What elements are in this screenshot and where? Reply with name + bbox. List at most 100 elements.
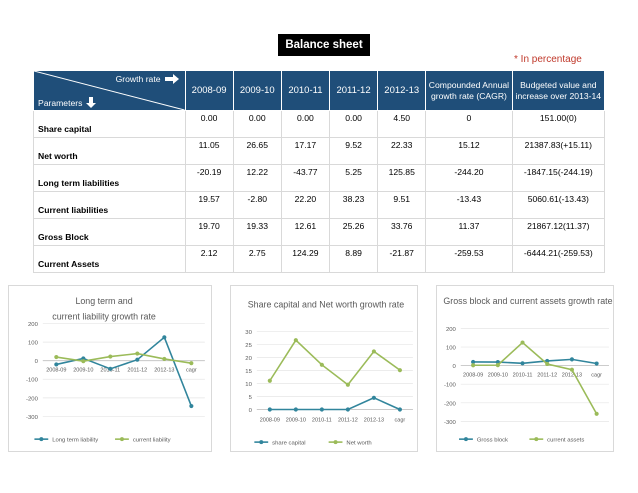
y-tick-label: 30 — [245, 330, 252, 336]
table-cell: 19.70 — [184, 218, 234, 246]
table-cell: -43.77 — [280, 164, 330, 192]
series-line — [269, 338, 401, 386]
y-tick-label: -100 — [444, 383, 457, 389]
y-tick-label: 200 — [28, 322, 39, 328]
legend-item: share capital — [254, 440, 306, 446]
table-cell: -2.80 — [232, 191, 282, 219]
data-point — [162, 335, 167, 340]
series-line — [56, 336, 193, 407]
y-tick-label: 10 — [245, 382, 252, 388]
data-point — [108, 354, 113, 359]
legend-swatch-marker — [463, 437, 468, 442]
table-cell: -21.87 — [377, 245, 427, 273]
y-tick-label: 5 — [249, 395, 253, 401]
header-2012-13: 2012-13 — [377, 70, 427, 111]
y-tick-label: 0 — [453, 364, 457, 370]
y-tick-label: 200 — [446, 327, 457, 333]
x-tick-label: 2012-13 — [364, 417, 384, 423]
corner-parameters-label: Parameters — [38, 97, 83, 108]
table-cell: 15.12 — [425, 137, 513, 165]
data-point — [81, 359, 86, 364]
liability-growth-chart: Long term and current liability growth ra… — [26, 296, 205, 443]
chart-panel-assets: Gross block and current assets growth ra… — [436, 285, 614, 452]
y-tick-label: 0 — [35, 359, 39, 365]
legend-swatch-marker — [39, 437, 44, 442]
legend-item: Net worth — [328, 440, 372, 446]
table-row: Current liabilities 19.57 -2.80 22.20 38… — [33, 191, 606, 219]
data-point — [293, 338, 298, 343]
data-point — [267, 378, 272, 383]
header-2011-12: 2011-12 — [328, 70, 379, 111]
x-tick-label: 2010-11 — [312, 417, 332, 423]
legend-swatch-marker — [119, 437, 124, 442]
y-tick-label: -200 — [444, 401, 457, 407]
x-tick-label: 2010-11 — [513, 373, 533, 379]
data-point — [397, 407, 402, 412]
table-cell: 9.51 — [377, 191, 427, 219]
data-point — [162, 356, 167, 362]
y-tick-label: 25 — [245, 343, 252, 349]
data-point — [569, 367, 575, 372]
table-cell: 22.20 — [280, 191, 330, 219]
x-tick-label: 2009-10 — [286, 417, 306, 423]
data-point — [545, 358, 550, 364]
x-tick-label: 2008-09 — [463, 373, 483, 379]
table-cell: 19.57 — [184, 191, 234, 219]
table-cell: 0.00 — [232, 110, 282, 138]
y-tick-label: 100 — [446, 346, 457, 352]
table-cell: 25.26 — [328, 218, 379, 246]
legend-label: Long term liability — [52, 437, 98, 443]
table-row: Current Assets 2.12 2.75 124.29 8.89 -21… — [33, 245, 606, 273]
data-point — [371, 395, 376, 400]
data-point — [594, 361, 599, 366]
y-tick-label: 0 — [249, 408, 253, 414]
y-tick-label: -200 — [26, 396, 39, 402]
table-cell: 2.12 — [184, 245, 234, 273]
table-cell: 4.50 — [377, 110, 427, 138]
data-point — [189, 403, 194, 409]
data-point — [471, 359, 476, 365]
arrow-right-icon — [164, 74, 179, 84]
table-cell: 125.85 — [377, 164, 427, 192]
table-cell: 5060.61(-13.43) — [511, 191, 606, 219]
data-point — [397, 368, 402, 373]
y-tick-label: -100 — [26, 378, 39, 384]
legend-label: current assets — [547, 437, 584, 443]
table-row: Long term liabilities -20.19 12.22 -43.7… — [33, 164, 606, 192]
y-tick-label: -300 — [444, 420, 457, 426]
x-tick-label: 2009-10 — [73, 368, 93, 374]
x-tick-label: 2009-10 — [488, 373, 508, 379]
legend-item: current liability — [115, 437, 171, 443]
chart-title-line: Gross block and current assets growth ra… — [443, 296, 612, 306]
x-tick-label: 2011-12 — [127, 368, 147, 374]
arrow-down-icon — [86, 97, 97, 108]
data-point — [345, 382, 350, 387]
data-point — [594, 411, 599, 416]
data-point — [135, 351, 140, 356]
legend-label: Net worth — [346, 440, 371, 446]
capital-networth-chart: Share capital and Net worth growth rate 3… — [245, 300, 413, 446]
header-2008-09: 2008-09 — [184, 70, 234, 111]
row-label: Current liabilities — [33, 191, 186, 219]
chart-panel-capital: Share capital and Net worth growth rate 3… — [230, 285, 418, 452]
data-point — [108, 366, 113, 371]
legend-label: current liability — [133, 437, 171, 443]
table-cell: -1847.15(-244.19) — [511, 164, 606, 192]
table-cell: 8.89 — [328, 245, 379, 273]
x-tick-label: cagr — [591, 373, 602, 379]
data-point — [495, 363, 500, 368]
corner-header-cell: Growth rate Parameters — [33, 70, 186, 111]
header-2009-10: 2009-10 — [232, 70, 282, 111]
row-label: Net worth — [33, 137, 186, 165]
table-cell: 0 — [425, 110, 513, 138]
table-cell: 19.33 — [232, 218, 282, 246]
chart-title-line: current liability growth rate — [52, 312, 156, 322]
data-point — [135, 357, 140, 362]
legend-swatch-marker — [259, 440, 264, 445]
row-label: Current Assets — [33, 245, 186, 273]
balance-sheet-table: Growth rate Parameters 2008-09 2009-10 2… — [33, 70, 606, 273]
row-label: Gross Block — [33, 218, 186, 246]
x-tick-label: 2011-12 — [338, 417, 358, 423]
x-tick-label: 2012-13 — [154, 368, 174, 374]
table-row: Share capital 0.00 0.00 0.00 0.00 4.50 0… — [33, 110, 606, 138]
